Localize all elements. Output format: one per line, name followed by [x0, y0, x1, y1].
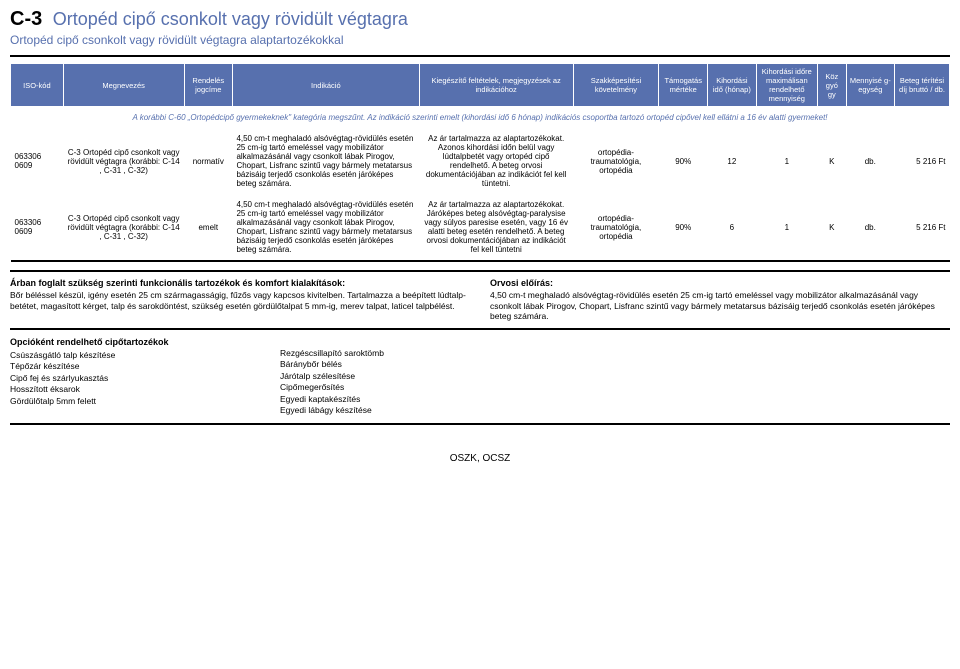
table-cell: 90% — [659, 128, 708, 194]
info-left-text: Bőr béléssel készül, igény esetén 25 cm … — [10, 290, 470, 311]
option-item: Cipő fej és szárlyukasztás — [10, 373, 250, 384]
table-note: A korábbi C-60 „Ortopédcipő gyermekeknek… — [11, 107, 950, 129]
table-col-header: Kihordási időre maximálisan rendelhető m… — [756, 64, 818, 107]
table-col-header: Beteg térítési díj bruttó / db. — [894, 64, 949, 107]
info-right-heading: Orvosi előírás: — [490, 278, 950, 288]
option-item: Báránybőr bélés — [280, 359, 520, 370]
table-cell: emelt — [184, 194, 232, 261]
table-row: 063306 0609C-3 Ortopéd cipő csonkolt vag… — [11, 128, 950, 194]
table-cell: 4,50 cm-t meghaladó alsóvégtag-rövidülés… — [232, 194, 419, 261]
table-col-header: Mennyisé g-egység — [846, 64, 894, 107]
table-row: 063306 0609C-3 Ortopéd cipő csonkolt vag… — [11, 194, 950, 261]
table-col-header: Támogatás mértéke — [659, 64, 708, 107]
footer: OSZK, OCSZ — [10, 453, 950, 464]
option-item: Csúszásgátló talp készítése — [10, 350, 250, 361]
info-right-col: Orvosi előírás: 4,50 cm-t meghaladó alsó… — [490, 278, 950, 322]
option-item: Gördülőtalp 5mm felett — [10, 396, 250, 407]
table-cell: db. — [846, 128, 894, 194]
info-left-col: Árban foglalt szükség szerinti funkcioná… — [10, 278, 470, 322]
doc-code: C-3 — [10, 8, 42, 31]
options-heading: Opcióként rendelhető cipőtartozékok — [10, 336, 250, 348]
doc-title: Ortopéd cipő csonkolt vagy rövidült végt… — [53, 9, 408, 29]
table-cell: Az ár tartalmazza az alaptartozékokat. A… — [419, 128, 573, 194]
table-cell: normatív — [184, 128, 232, 194]
doc-header: C-3 Ortopéd cipő csonkolt vagy rövidült … — [10, 8, 950, 47]
options-section: Opcióként rendelhető cipőtartozékok Csús… — [10, 330, 950, 425]
table-cell: ortopédia-traumatológia, ortopédia — [573, 128, 659, 194]
info-left-heading: Árban foglalt szükség szerinti funkcioná… — [10, 278, 470, 288]
info-right-text: 4,50 cm-t meghaladó alsóvégtag-rövidülés… — [490, 290, 950, 322]
option-item: Cipőmegerősítés — [280, 382, 520, 393]
table-cell: db. — [846, 194, 894, 261]
table-cell: 063306 0609 — [11, 128, 64, 194]
table-col-header: ISO-kód — [11, 64, 64, 107]
table-cell: K — [818, 194, 847, 261]
option-item: Járótalp szélesítése — [280, 371, 520, 382]
divider — [10, 55, 950, 57]
table-cell: 90% — [659, 194, 708, 261]
table-col-header: Rendelés jogcíme — [184, 64, 232, 107]
table-cell: ortopédia-traumatológia, ortopédia — [573, 194, 659, 261]
table-cell: 12 — [708, 128, 756, 194]
table-col-header: Indikáció — [232, 64, 419, 107]
table-header-row: ISO-kódMegnevezésRendelés jogcímeIndikác… — [11, 64, 950, 107]
table-cell: 1 — [756, 128, 818, 194]
table-cell: 5 216 Ft — [894, 128, 949, 194]
table-cell: 4,50 cm-t meghaladó alsóvégtag-rövidülés… — [232, 128, 419, 194]
main-table: ISO-kódMegnevezésRendelés jogcímeIndikác… — [10, 63, 950, 262]
doc-subtitle: Ortopéd cipő csonkolt vagy rövidült végt… — [10, 33, 950, 47]
option-item: Rezgéscsillapító saroktömb — [280, 348, 520, 359]
table-col-header: Kihordási idő (hónap) — [708, 64, 756, 107]
table-cell: K — [818, 128, 847, 194]
options-left-col: Opcióként rendelhető cipőtartozékok Csús… — [10, 336, 250, 417]
info-section: Árban foglalt szükség szerinti funkcioná… — [10, 270, 950, 330]
table-col-header: Kiegészítő feltételek, megjegyzések az i… — [419, 64, 573, 107]
table-cell: C-3 Ortopéd cipő csonkolt vagy rövidült … — [63, 194, 184, 261]
table-cell: C-3 Ortopéd cipő csonkolt vagy rövidült … — [63, 128, 184, 194]
option-item: Tépőzár készítése — [10, 361, 250, 372]
option-item: Egyedi kaptakészítés — [280, 394, 520, 405]
table-cell: 1 — [756, 194, 818, 261]
table-cell: Az ár tartalmazza az alaptartozékokat. J… — [419, 194, 573, 261]
option-item: Hosszított éksarok — [10, 384, 250, 395]
option-item: Egyedi lábágy készítése — [280, 405, 520, 416]
table-col-header: Köz gyó gy — [818, 64, 847, 107]
table-cell: 5 216 Ft — [894, 194, 949, 261]
table-cell: 063306 0609 — [11, 194, 64, 261]
table-col-header: Szakképesítési követelmény — [573, 64, 659, 107]
table-note-row: A korábbi C-60 „Ortopédcipő gyermekeknek… — [11, 107, 950, 129]
table-cell: 6 — [708, 194, 756, 261]
options-right-col: Rezgéscsillapító saroktömbBáránybőr bélé… — [280, 336, 520, 417]
table-col-header: Megnevezés — [63, 64, 184, 107]
